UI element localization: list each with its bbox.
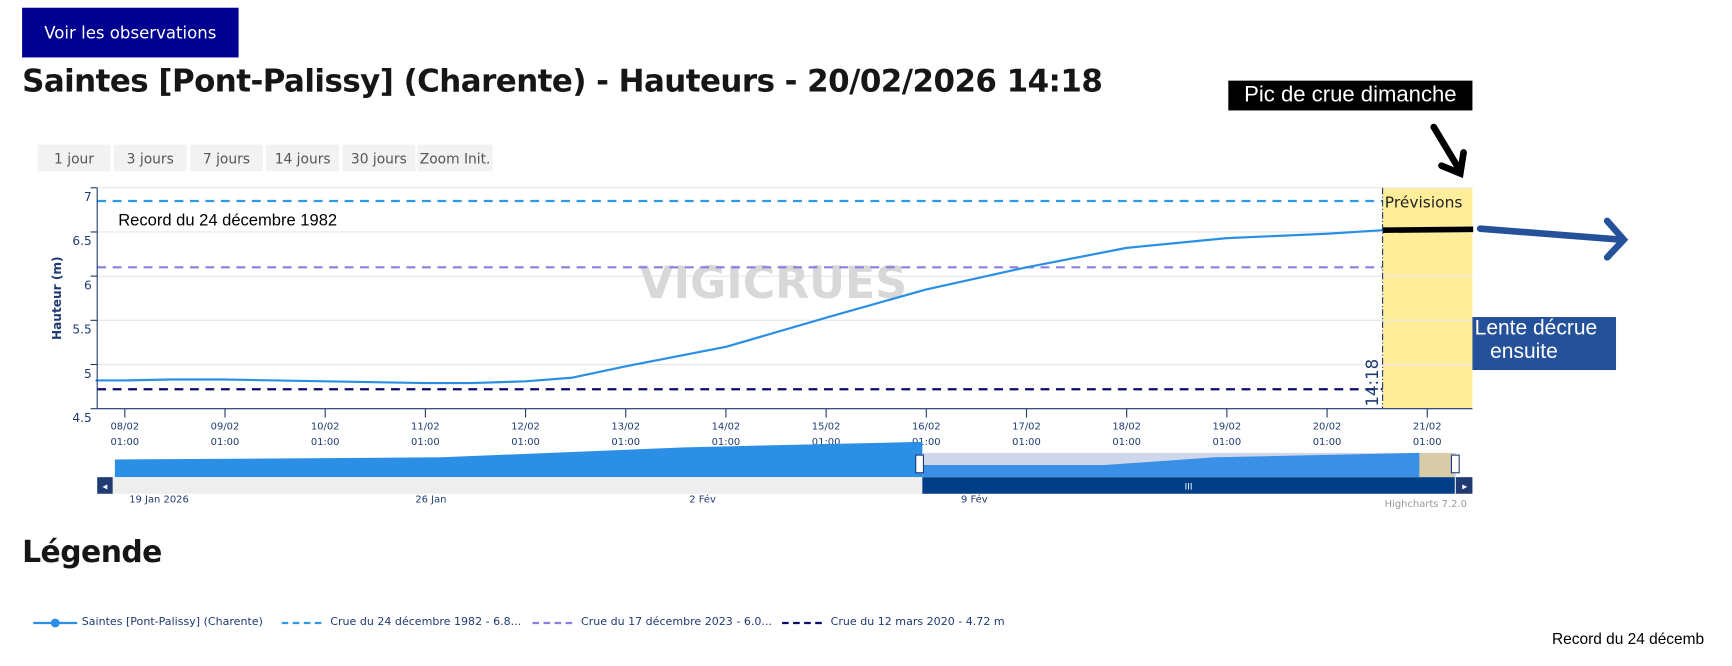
- legend-item-saintes[interactable]: Saintes [Pont-Palissy] (Charente): [33, 616, 263, 629]
- x-tick-label: 18/02: [1112, 422, 1141, 433]
- navigator-label: 2 Fév: [689, 494, 716, 506]
- range-7-days-button[interactable]: 7 jours: [189, 144, 263, 172]
- dashed-line-icon: [281, 621, 326, 624]
- x-tick-label: 20/02: [1313, 422, 1342, 433]
- scroll-right-button[interactable]: [1455, 477, 1473, 494]
- page-title: Saintes [Pont-Palissy] (Charente) - Haut…: [22, 62, 1103, 100]
- x-tick-label: 01:00: [511, 437, 540, 448]
- zoom-reset-button[interactable]: Zoom Init.: [417, 144, 493, 172]
- x-tick-label: 01:00: [411, 437, 440, 448]
- x-tick-label: 16/02: [912, 422, 941, 433]
- x-tick-label: 15/02: [812, 422, 841, 433]
- x-tick-label: 10/02: [311, 422, 340, 433]
- navigator[interactable]: ◂ ▸ III 19 Jan 2026 26 Jan 2 Fév 9 Fév: [97, 441, 1473, 506]
- navigator-label: 26 Jan: [415, 495, 446, 506]
- x-tick-label: 01:00: [1213, 437, 1242, 448]
- legend-label: Saintes [Pont-Palissy] (Charente): [81, 616, 263, 629]
- scroll-left-button[interactable]: [97, 477, 113, 494]
- highcharts-credits[interactable]: Highcharts 7.2.0: [1385, 499, 1467, 510]
- now-label: 14:18: [1363, 359, 1382, 407]
- forecast-label: Prévisions: [1385, 194, 1463, 212]
- range-30-days-button[interactable]: 30 jours: [342, 144, 416, 172]
- legend-label: Crue du 12 mars 2020 - 4.72 m: [830, 616, 1005, 629]
- x-tick-label: 08/02: [110, 422, 139, 433]
- x-tick-label: 01:00: [1112, 437, 1141, 448]
- svg-text:◂: ◂: [102, 481, 107, 492]
- navigator-handle-left[interactable]: [915, 454, 924, 474]
- x-tick-label: 01:00: [1012, 437, 1041, 448]
- navigator-label: 9 Fév: [961, 494, 988, 506]
- svg-text:▸: ▸: [1462, 481, 1467, 492]
- dashed-line-icon: [532, 621, 577, 624]
- y-tick-label: 6.5: [72, 234, 91, 248]
- x-tick-label: 01:00: [1313, 437, 1342, 448]
- navigator-label: 19 Jan 2026: [129, 495, 189, 506]
- y-tick-label: 7: [84, 190, 92, 204]
- peak-arrow-icon: [1430, 123, 1467, 179]
- y-tick-label: 4.5: [72, 411, 91, 425]
- y-tick-label: 5.5: [72, 323, 91, 337]
- decline-annotation-line2: ensuite: [1490, 340, 1558, 364]
- scrollbar-thumb[interactable]: [922, 477, 1455, 494]
- x-tick-label: 01:00: [110, 437, 139, 448]
- x-tick-label: 19/02: [1213, 422, 1242, 433]
- x-tick-label: 01:00: [912, 437, 941, 448]
- x-tick-label: 14/02: [712, 422, 741, 433]
- legend-item-crue-2023[interactable]: Crue du 17 décembre 2023 - 6.0...: [532, 616, 772, 629]
- x-tick-label: 12/02: [511, 422, 540, 433]
- svg-text:III: III: [1185, 482, 1193, 492]
- x-tick-label: 09/02: [211, 422, 240, 433]
- observed-series-line: [95, 229, 1383, 385]
- x-tick-label: 01:00: [211, 437, 240, 448]
- range-1-day-button[interactable]: 1 jour: [37, 144, 111, 172]
- legend-item-crue-2020[interactable]: Crue du 12 mars 2020 - 4.72 m: [782, 616, 1005, 629]
- x-tick-label: 01:00: [712, 437, 741, 448]
- x-tick-label: 01:00: [611, 437, 640, 448]
- x-tick-label: 17/02: [1012, 422, 1041, 433]
- x-tick-label: 21/02: [1413, 422, 1442, 433]
- observations-button[interactable]: Voir les observations: [22, 7, 239, 58]
- y-tick-label: 6: [84, 278, 92, 292]
- range-14-days-button[interactable]: 14 jours: [266, 144, 340, 172]
- range-3-days-button[interactable]: 3 jours: [113, 144, 187, 172]
- x-tick-label: 01:00: [812, 437, 841, 448]
- line-marker-icon: [33, 618, 78, 627]
- hydrograph-chart[interactable]: VIGICRUES 14:18 Prévisions Record du 24 …: [0, 0, 1732, 519]
- peak-annotation: Pic de crue dimanche: [1228, 80, 1473, 111]
- y-axis-title: Hauteur (m): [50, 256, 64, 340]
- decline-annotation-line1: Lente décrue: [1474, 317, 1598, 341]
- decline-arrow-icon: [1476, 217, 1629, 261]
- overflow-record-text: Record du 24 décemb: [1551, 629, 1705, 648]
- forecast-series-line: [1382, 226, 1474, 233]
- record-annotation: Record du 24 décembre 1982: [118, 210, 337, 229]
- legend-label: Crue du 24 décembre 1982 - 6.8...: [330, 616, 522, 629]
- watermark-logo: VIGICRUES: [639, 258, 907, 309]
- x-tick-label: 11/02: [411, 422, 440, 433]
- x-tick-label: 13/02: [611, 422, 640, 433]
- y-tick-label: 5: [84, 367, 92, 381]
- legend-label: Crue du 17 décembre 2023 - 6.0...: [581, 616, 772, 629]
- decline-annotation: Lente décrue ensuite: [1472, 317, 1617, 371]
- legend-item-crue-1982[interactable]: Crue du 24 décembre 1982 - 6.8...: [281, 616, 522, 629]
- x-tick-label: 01:00: [1413, 437, 1442, 448]
- navigator-handle-right[interactable]: [1450, 454, 1460, 474]
- x-tick-label: 01:00: [311, 437, 340, 448]
- forecast-band: [1382, 187, 1473, 409]
- dashed-line-icon: [782, 621, 827, 624]
- legend-title: Légende: [22, 535, 162, 570]
